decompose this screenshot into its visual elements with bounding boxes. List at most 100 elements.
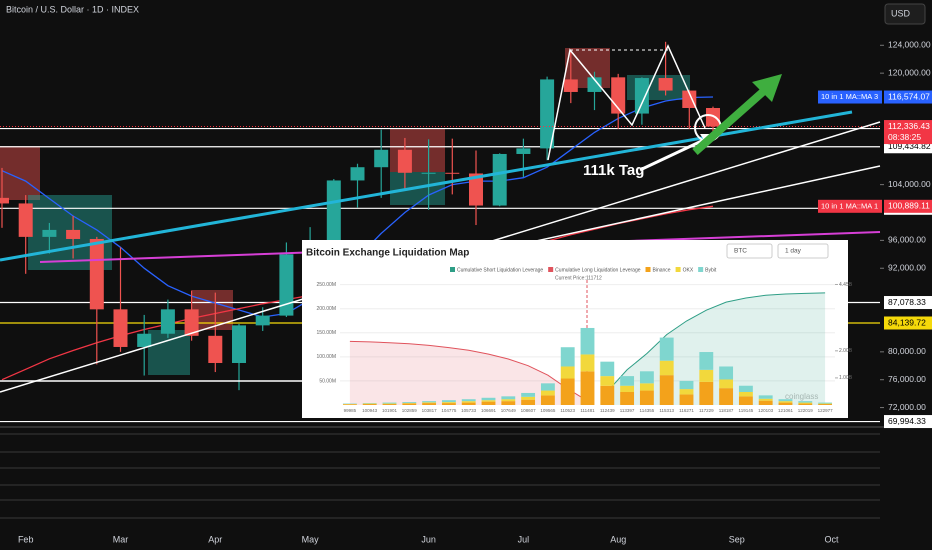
candle-body	[634, 78, 649, 114]
candle-body	[469, 173, 483, 206]
y-tick-label: 72,000.00	[888, 402, 926, 412]
bar	[699, 381, 714, 405]
candle-body	[255, 315, 270, 326]
bar	[382, 402, 397, 404]
bar	[758, 398, 773, 401]
ma-name: 10 in 1 MA::MA 1	[821, 201, 878, 210]
level-label: 69,994.33	[888, 416, 926, 426]
currency-button[interactable]	[884, 3, 926, 25]
x-tick-label: 100943	[362, 408, 378, 413]
bar	[699, 352, 714, 370]
y-tick-label: 124,000.00	[888, 40, 931, 50]
bar	[441, 403, 456, 405]
bar	[481, 397, 496, 401]
candle-body	[374, 149, 389, 168]
x-tick-label: 116271	[679, 408, 694, 413]
legend-label: OKX	[683, 267, 694, 273]
bar	[481, 400, 496, 402]
bar	[659, 375, 674, 405]
candle-body	[66, 229, 81, 239]
candle-body	[445, 172, 460, 174]
chart-title: Bitcoin / U.S. Dollar · 1D · INDEX	[6, 4, 139, 14]
bar	[719, 388, 734, 405]
liquidation-line	[606, 292, 826, 392]
candle-body	[89, 238, 104, 310]
ma-value-bg	[884, 199, 932, 213]
y2-tick-label: 4.45B	[839, 282, 853, 288]
x-tick-label: 101901	[382, 408, 398, 413]
bar	[560, 347, 575, 367]
candle-body	[232, 325, 246, 363]
level-label: 84,139.72	[888, 317, 926, 327]
x-tick-label: 109565	[540, 408, 556, 413]
selector[interactable]	[726, 243, 773, 259]
bar	[679, 394, 694, 405]
bar	[600, 376, 615, 386]
currency[interactable]: USD	[891, 8, 911, 18]
x-tick-label: 107649	[501, 408, 517, 413]
bar	[422, 401, 437, 403]
bar	[402, 403, 417, 405]
bar	[620, 392, 635, 405]
bar	[659, 360, 674, 376]
level-label-bg	[884, 296, 932, 310]
candle-body	[326, 180, 341, 253]
bar	[521, 396, 536, 400]
y-tick-label: 100.00M	[317, 354, 336, 360]
candle-body	[42, 229, 57, 237]
pointer-arrow	[639, 136, 709, 172]
bar	[501, 399, 516, 402]
candle-body	[350, 167, 365, 181]
y-tick-label: 76,000.00	[888, 374, 926, 384]
bar	[600, 385, 615, 405]
bar	[600, 361, 615, 377]
x-tick-label: 114355	[640, 408, 655, 413]
x-tick-label: 117229	[699, 408, 714, 413]
selector-label: 1 day	[785, 248, 802, 255]
candle-body	[0, 197, 9, 204]
y-tick-label: 120,000.00	[888, 67, 931, 77]
bar	[699, 369, 714, 382]
ma-name: 10 in 1 MA::MA 3	[821, 92, 878, 101]
y-tick-label: 104,000.00	[888, 179, 931, 189]
selector[interactable]	[777, 243, 829, 259]
bar	[540, 390, 555, 396]
bar	[639, 390, 654, 405]
candle-body	[184, 309, 199, 336]
bar	[758, 400, 773, 405]
bar	[679, 389, 694, 395]
ma-value-label: 100,889.11	[888, 201, 930, 211]
candle-body	[706, 107, 720, 127]
y-tick-label: 96,000.00	[888, 235, 926, 245]
ma-value-label: 116,574.07	[888, 91, 930, 101]
bar	[620, 385, 635, 392]
legend-swatch	[698, 267, 704, 272]
bar	[798, 401, 813, 403]
legend-swatch	[548, 267, 554, 272]
bar	[580, 354, 595, 372]
bar	[441, 402, 456, 404]
candle-body	[113, 309, 128, 347]
inset-title: Bitcoin Exchange Liquidation Map	[306, 248, 469, 259]
bar	[778, 401, 793, 403]
x-tick-label: Sep	[729, 534, 745, 544]
bar	[501, 401, 516, 405]
bar	[818, 404, 833, 405]
legend-label: Cumulative Short Liquidation Leverage	[457, 267, 543, 273]
x-tick-label: 112439	[600, 408, 615, 413]
y-tick-label: 200.00M	[317, 306, 336, 312]
bar	[540, 395, 555, 405]
legend-swatch	[450, 267, 455, 272]
x-tick-label: Apr	[208, 534, 222, 544]
bar	[521, 392, 536, 397]
ma-name-bg	[818, 199, 882, 213]
bar	[818, 402, 833, 404]
x-tick-label: 110523	[560, 408, 575, 413]
x-tick-label: 122019	[798, 408, 814, 413]
arrow-head	[752, 74, 782, 102]
x-tick-label: 121061	[778, 408, 794, 413]
watermark: coinglass	[785, 392, 818, 401]
level-label-bg	[884, 415, 932, 429]
ma-name-bg	[818, 90, 882, 104]
target-arrow	[692, 87, 768, 155]
